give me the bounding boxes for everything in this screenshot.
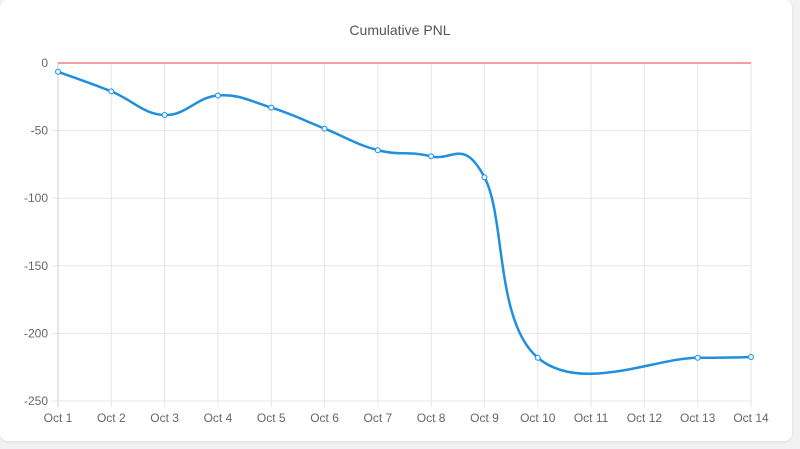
x-tick-label: Oct 1 (44, 411, 73, 425)
chart-title: Cumulative PNL (349, 22, 450, 38)
x-tick-label: Oct 5 (257, 411, 286, 425)
data-point (321, 125, 328, 132)
data-point (481, 174, 488, 181)
x-tick-label: Oct 11 (574, 411, 609, 425)
data-point (161, 112, 168, 119)
y-tick-label: -50 (31, 124, 49, 138)
x-tick-label: Oct 8 (417, 411, 446, 425)
x-tick-label: Oct 13 (680, 411, 716, 425)
data-point (428, 153, 435, 160)
data-point (55, 68, 61, 75)
x-tick-label: Oct 9 (470, 411, 499, 425)
x-tick-label: Oct 4 (204, 411, 233, 425)
y-tick-label: -150 (24, 259, 48, 273)
x-tick-label: Oct 12 (627, 411, 663, 425)
y-tick-label: -100 (24, 191, 48, 205)
series-line (57, 70, 752, 376)
x-tick-label: Oct 7 (364, 411, 393, 425)
data-point (374, 147, 381, 154)
data-point (214, 92, 221, 99)
x-tick-label: Oct 10 (520, 411, 556, 425)
x-tick-label: Oct 3 (150, 411, 179, 425)
data-point (108, 88, 115, 95)
data-point (694, 354, 701, 361)
y-tick-label: -200 (24, 326, 48, 340)
data-point (748, 354, 754, 361)
chart-card: Cumulative PNL 0 -50 -100 -150 -200 -250 Oct 1… (0, 0, 792, 441)
x-tick-label: Oct 6 (310, 411, 339, 425)
data-point (534, 354, 541, 361)
y-tick-label: 0 (41, 56, 48, 70)
y-tick-label: -250 (24, 394, 48, 408)
x-tick-label: Oct 2 (97, 411, 126, 425)
x-tick-label: Oct 14 (733, 411, 769, 425)
data-point (268, 104, 275, 111)
